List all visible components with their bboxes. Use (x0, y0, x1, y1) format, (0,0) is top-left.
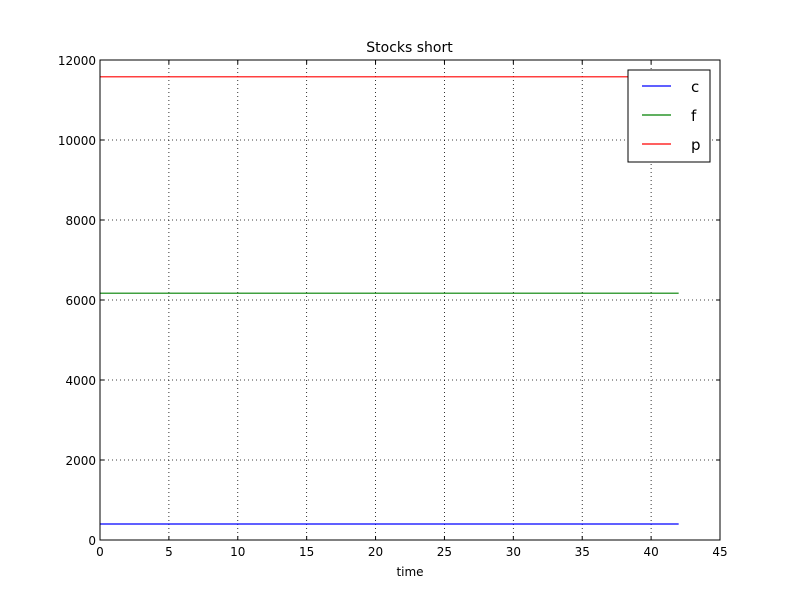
chart-title: Stocks short (366, 40, 453, 56)
y-tick-label: 6000 (65, 294, 96, 308)
legend-label-f: f (691, 107, 697, 125)
x-tick-label: 25 (437, 545, 452, 559)
legend-label-c: c (691, 78, 699, 96)
y-tick-label: 10000 (58, 134, 96, 148)
x-tick-label: 0 (96, 545, 104, 559)
x-tick-label: 20 (368, 545, 383, 559)
legend: cfp (627, 69, 711, 163)
x-tick-label: 5 (165, 545, 173, 559)
x-tick-label: 45 (712, 545, 727, 559)
series-lines (100, 76, 679, 525)
x-tick-label: 40 (643, 545, 658, 559)
grid-lines (99, 59, 721, 541)
y-tick-label: 0 (88, 534, 96, 548)
y-tick-label: 4000 (65, 374, 96, 388)
y-axis-ticks: 0 2000 4000 6000 8000 10000 12000 (58, 54, 720, 548)
x-axis-ticks: 0 5 10 15 20 25 30 35 40 45 (96, 60, 728, 559)
y-tick-label: 2000 (65, 454, 96, 468)
y-tick-label: 12000 (58, 54, 96, 68)
y-tick-label: 8000 (65, 214, 96, 228)
x-tick-label: 35 (575, 545, 590, 559)
legend-label-p: p (691, 136, 701, 154)
legend-box (627, 69, 711, 163)
x-tick-label: 15 (299, 545, 314, 559)
x-axis-label: time (396, 565, 423, 579)
x-tick-label: 30 (506, 545, 521, 559)
x-tick-label: 10 (230, 545, 245, 559)
